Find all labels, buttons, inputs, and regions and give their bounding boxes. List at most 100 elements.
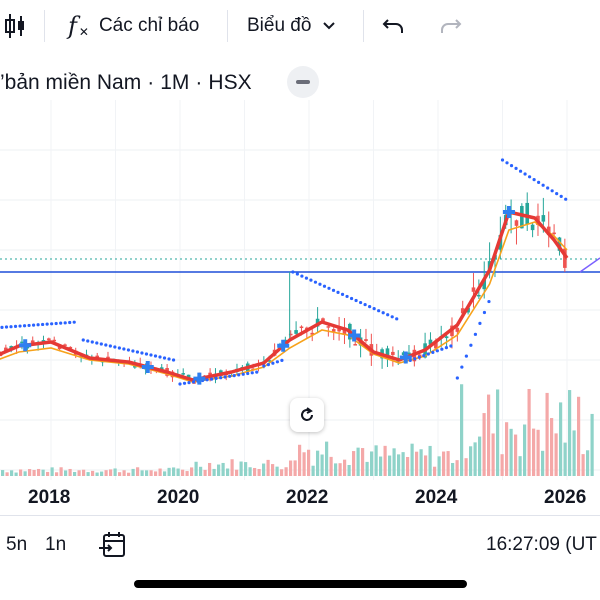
volume-bar <box>563 442 567 476</box>
go-to-date-button[interactable] <box>98 530 128 560</box>
sar-dot <box>340 292 345 296</box>
candle-body <box>525 202 530 225</box>
candle-body <box>444 336 449 339</box>
sar-dot <box>469 343 473 347</box>
sar-dot <box>408 358 412 362</box>
candle-body <box>401 352 406 356</box>
volume-bar <box>50 467 54 476</box>
volume-bar <box>113 468 117 476</box>
volume-bar <box>275 466 279 476</box>
volume-bar <box>194 461 198 476</box>
volume-bar <box>374 445 378 476</box>
sar-dot <box>68 320 72 325</box>
volume-bar <box>41 469 45 476</box>
candle-body <box>520 205 524 229</box>
volume-bar <box>527 388 531 476</box>
sar-dot <box>413 357 417 361</box>
volume-bar <box>23 471 27 476</box>
volume-bar <box>284 467 288 476</box>
sar-dot <box>41 322 45 327</box>
collapse-legend-button[interactable] <box>287 66 319 98</box>
sar-dot <box>518 169 523 173</box>
range-5y-button[interactable]: 5n <box>6 530 27 560</box>
chart-type-button[interactable]: Biểu đồ <box>247 8 337 44</box>
candle-body <box>530 224 535 231</box>
indicators-label: Các chỉ báo <box>98 15 200 36</box>
sar-dot <box>232 374 236 378</box>
buy-marker <box>502 206 515 218</box>
candle-body <box>106 356 110 360</box>
volume-bar <box>73 471 77 476</box>
volume-bar <box>532 428 536 476</box>
volume-bar <box>244 462 248 476</box>
volume-bar <box>338 463 342 476</box>
volume-bar <box>491 433 495 476</box>
sar-dot <box>122 347 126 351</box>
range-1y-label: 1n <box>45 534 67 555</box>
volume-bar <box>464 458 468 476</box>
minus-icon <box>296 80 310 84</box>
candle-body <box>471 287 476 292</box>
candle-body <box>133 366 137 368</box>
sar-dot <box>219 376 223 380</box>
volume-bar <box>397 454 401 476</box>
chart-toolbar: f ✕ Các chỉ báo Biểu đồ <box>0 0 600 52</box>
candles-icon[interactable] <box>4 8 26 44</box>
sar-dot <box>300 274 304 278</box>
sar-dot <box>377 309 381 313</box>
timezone-clock[interactable]: 16:27:09 (UT <box>486 530 597 560</box>
volume-bar <box>46 471 50 476</box>
ma-slow-line <box>0 221 568 383</box>
sar-dot <box>295 272 299 276</box>
buy-marker <box>399 351 412 364</box>
undo-button[interactable] <box>382 8 406 44</box>
volume-bar <box>469 446 473 476</box>
volume-bar <box>122 470 126 476</box>
candle-body <box>342 327 347 335</box>
volume-bar <box>388 455 392 476</box>
candle-body <box>552 232 556 235</box>
sar-dot <box>50 322 54 326</box>
sar-dot <box>271 361 275 365</box>
indicators-button[interactable]: f ✕ Các chỉ báo <box>68 8 199 44</box>
volume-bar <box>424 455 428 476</box>
volume-bar <box>91 470 95 476</box>
volume-bar <box>370 451 374 476</box>
reset-chart-button[interactable] <box>290 398 324 432</box>
sar-dot <box>532 178 536 182</box>
symbol-legend[interactable]: ’ bản miền Nam · 1M · HSX <box>0 71 252 94</box>
volume-bar <box>19 469 23 476</box>
refresh-icon <box>301 407 313 421</box>
redo-button[interactable] <box>438 8 462 44</box>
range-1y-button[interactable]: 1n <box>45 530 66 560</box>
sar-dot <box>126 348 130 352</box>
volume-bar <box>167 467 171 476</box>
buy-marker <box>277 339 290 352</box>
sar-dot <box>309 278 313 282</box>
sar-dot <box>390 315 394 319</box>
volume-bar <box>554 433 558 476</box>
volume-bar <box>379 456 383 476</box>
volume-bar <box>257 469 261 476</box>
calendar-goto-icon <box>99 532 125 557</box>
volume-bar <box>307 449 311 476</box>
volume-bar <box>226 468 230 476</box>
volume-bar <box>334 463 338 476</box>
volume-bar <box>316 450 320 476</box>
price-chart[interactable] <box>0 0 600 515</box>
volume-bar <box>14 472 18 476</box>
sar-dot <box>444 346 448 350</box>
sar-dot <box>564 197 568 201</box>
sar-dot <box>372 307 376 311</box>
candle-body <box>434 340 438 349</box>
candle-body <box>321 318 325 323</box>
candle-body <box>299 326 304 329</box>
volume-bar <box>496 389 500 476</box>
toolbar-divider <box>363 10 364 42</box>
sar-dot <box>135 350 140 354</box>
sar-dot <box>559 194 563 198</box>
sar-dot <box>546 186 550 190</box>
sar-dot <box>359 300 363 305</box>
trend-line <box>579 257 600 273</box>
sar-dot <box>45 322 49 326</box>
